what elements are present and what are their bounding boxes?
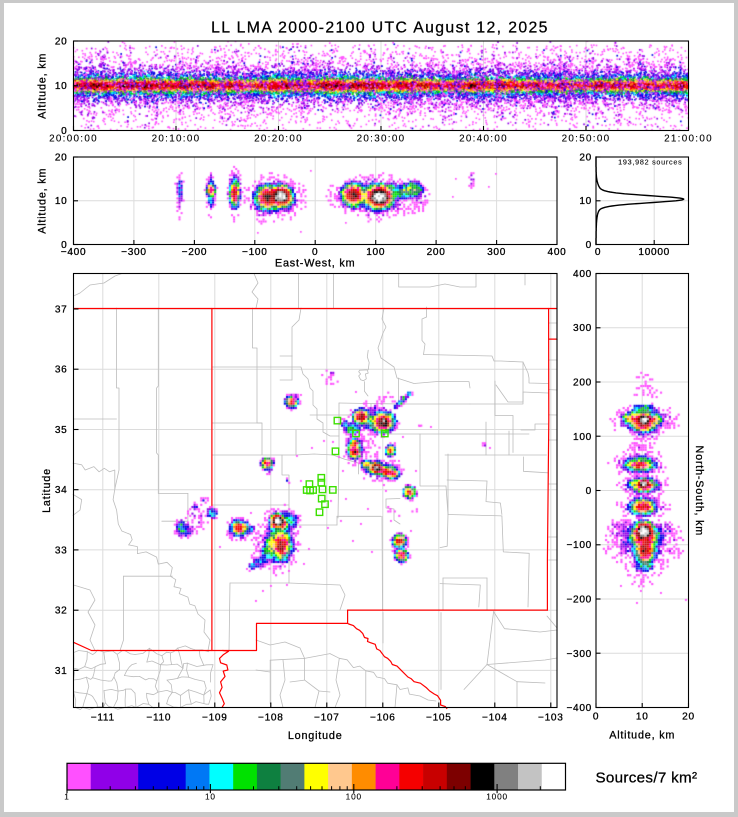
svg-text:−300: −300 <box>121 247 147 258</box>
svg-text:20:00:00: 20:00:00 <box>49 133 98 144</box>
svg-text:300: 300 <box>573 323 592 334</box>
svg-text:East-West, km: East-West, km <box>275 258 355 270</box>
svg-text:100: 100 <box>346 791 362 801</box>
svg-text:−300: −300 <box>566 649 592 660</box>
svg-text:100: 100 <box>573 432 592 443</box>
svg-text:20:50:00: 20:50:00 <box>562 133 611 144</box>
svg-text:35: 35 <box>55 425 68 436</box>
svg-text:Latitude: Latitude <box>41 468 53 513</box>
svg-text:−103: −103 <box>538 713 564 724</box>
svg-text:36: 36 <box>55 365 68 376</box>
svg-text:34: 34 <box>55 485 68 496</box>
svg-text:0: 0 <box>586 240 592 251</box>
svg-text:−400: −400 <box>61 247 87 258</box>
svg-text:20:10:00: 20:10:00 <box>152 133 201 144</box>
svg-text:LL LMA 2000-2100 UTC August 12: LL LMA 2000-2100 UTC August 12, 2025 <box>211 19 549 36</box>
svg-text:20: 20 <box>682 712 695 723</box>
svg-text:10: 10 <box>636 712 649 723</box>
svg-text:0: 0 <box>595 247 601 258</box>
svg-text:−104: −104 <box>482 713 508 724</box>
svg-text:400: 400 <box>548 247 567 258</box>
svg-text:100: 100 <box>366 247 385 258</box>
svg-text:33: 33 <box>55 545 68 556</box>
svg-text:1: 1 <box>64 791 69 801</box>
svg-text:20:20:00: 20:20:00 <box>254 133 303 144</box>
svg-text:193,982 sources: 193,982 sources <box>618 158 682 167</box>
svg-text:20: 20 <box>579 153 592 164</box>
svg-text:20: 20 <box>55 153 68 164</box>
svg-text:−108: −108 <box>258 713 284 724</box>
svg-text:400: 400 <box>573 269 592 280</box>
svg-text:32: 32 <box>55 606 68 617</box>
svg-text:200: 200 <box>427 247 446 258</box>
svg-text:−106: −106 <box>370 713 396 724</box>
svg-text:Sources/7 km²: Sources/7 km² <box>596 770 698 787</box>
svg-text:10: 10 <box>579 196 592 207</box>
svg-text:20:40:00: 20:40:00 <box>459 133 508 144</box>
svg-text:20:30:00: 20:30:00 <box>357 133 406 144</box>
svg-text:Longitude: Longitude <box>288 730 343 742</box>
svg-text:−107: −107 <box>314 713 340 724</box>
svg-text:37: 37 <box>55 305 68 316</box>
svg-text:−110: −110 <box>146 713 171 724</box>
svg-text:10: 10 <box>55 81 68 92</box>
svg-text:20: 20 <box>55 37 68 48</box>
svg-text:300: 300 <box>487 247 506 258</box>
svg-text:−400: −400 <box>566 703 592 714</box>
svg-text:−105: −105 <box>426 713 452 724</box>
svg-text:−100: −100 <box>566 540 592 551</box>
svg-text:−111: −111 <box>91 713 115 724</box>
svg-text:31: 31 <box>55 666 68 677</box>
svg-text:1000: 1000 <box>486 791 508 801</box>
svg-text:10000: 10000 <box>638 247 670 258</box>
svg-text:0: 0 <box>61 126 67 137</box>
svg-text:0: 0 <box>61 240 67 251</box>
svg-text:−109: −109 <box>202 713 228 724</box>
svg-text:0: 0 <box>312 247 318 258</box>
svg-text:0: 0 <box>586 486 592 497</box>
svg-text:−200: −200 <box>182 247 208 258</box>
svg-text:Altitude, km: Altitude, km <box>37 53 49 119</box>
svg-text:10: 10 <box>55 196 68 207</box>
svg-text:0: 0 <box>593 712 599 723</box>
svg-text:North-South, km: North-South, km <box>693 445 705 536</box>
svg-text:200: 200 <box>573 378 592 389</box>
svg-text:21:00:00: 21:00:00 <box>664 133 713 144</box>
svg-text:Altitude, km: Altitude, km <box>37 168 49 234</box>
svg-text:Altitude, km: Altitude, km <box>609 730 675 742</box>
svg-text:−200: −200 <box>566 595 592 606</box>
svg-text:−100: −100 <box>242 247 268 258</box>
svg-text:10: 10 <box>205 791 216 801</box>
